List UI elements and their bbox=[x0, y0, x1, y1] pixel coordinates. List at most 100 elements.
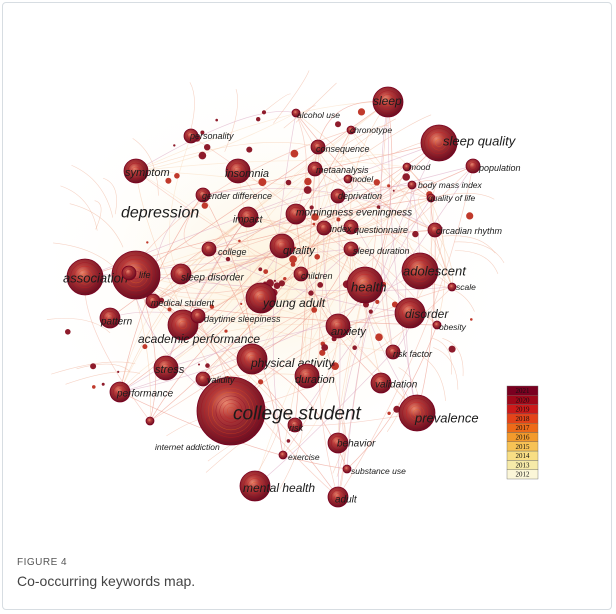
keyword-label: obesity bbox=[439, 322, 467, 332]
keyword-node-circle bbox=[183, 128, 199, 144]
minor-node bbox=[256, 117, 261, 122]
keyword-node-quality-of-life: quality of life bbox=[426, 193, 476, 203]
network-edge bbox=[337, 165, 474, 498]
keyword-node-sleep: sleep bbox=[372, 86, 404, 118]
keyword-node-ring bbox=[219, 399, 243, 423]
keyword-label: consequence bbox=[316, 144, 370, 154]
keyword-node-ring bbox=[413, 409, 421, 417]
network-edge bbox=[427, 283, 475, 312]
minor-node bbox=[240, 302, 243, 305]
keyword-node-circle bbox=[432, 320, 442, 330]
legend-year-label: 2016 bbox=[516, 434, 531, 442]
keyword-node-ring bbox=[240, 347, 264, 371]
keyword-node-ring bbox=[253, 290, 269, 306]
keyword-node-ring bbox=[353, 273, 377, 297]
minor-node bbox=[285, 179, 292, 186]
minor-node-layer bbox=[65, 108, 474, 443]
minor-node bbox=[466, 212, 474, 220]
keyword-label: depression bbox=[121, 205, 199, 222]
keyword-node-circle bbox=[153, 355, 179, 381]
minor-node bbox=[470, 318, 473, 321]
network-edge bbox=[442, 338, 464, 377]
network-edge bbox=[337, 118, 396, 160]
keyword-label: sleep bbox=[373, 94, 402, 108]
network-edge bbox=[119, 248, 352, 393]
keyword-node-circle bbox=[372, 86, 404, 118]
minor-node bbox=[312, 222, 316, 226]
minor-node bbox=[173, 144, 176, 147]
legend-year-label: 2019 bbox=[516, 406, 531, 414]
keyword-node-daytime-sleepiness: daytime sleepiness bbox=[190, 308, 281, 324]
keyword-node-personality: personality bbox=[183, 128, 234, 144]
network-edge bbox=[337, 101, 393, 327]
minor-node bbox=[357, 108, 366, 116]
keyword-node-obesity: obesity bbox=[432, 320, 467, 332]
keyword-node-circle bbox=[109, 381, 131, 403]
keyword-node-anxiety: anxiety bbox=[325, 313, 367, 339]
minor-node bbox=[204, 144, 211, 151]
keyword-node-ring bbox=[277, 241, 287, 251]
network-edge bbox=[102, 177, 117, 215]
keyword-node-ring bbox=[113, 385, 127, 399]
keyword-node-circle bbox=[201, 241, 217, 257]
network-edge bbox=[294, 412, 418, 426]
keyword-node-stress: stress bbox=[153, 355, 185, 381]
network-edge bbox=[432, 337, 452, 375]
keyword-label: young adult bbox=[262, 296, 326, 310]
network-edge bbox=[387, 101, 418, 414]
keyword-node-ring bbox=[70, 262, 100, 292]
network-edge bbox=[392, 184, 420, 353]
keyword-node-performance: performance bbox=[109, 381, 174, 403]
figure-label: FIGURE 4 bbox=[17, 557, 68, 568]
keyword-node-ring bbox=[161, 363, 171, 373]
keyword-node-ring bbox=[334, 493, 342, 501]
keyword-label: college bbox=[218, 247, 247, 257]
keyword-node-model: model bbox=[343, 174, 374, 184]
network-edge bbox=[165, 245, 283, 369]
keyword-node-ring bbox=[311, 165, 319, 173]
minor-node bbox=[117, 370, 120, 373]
keyword-label: daytime sleepiness bbox=[204, 314, 281, 324]
keyword-node-circle bbox=[401, 252, 439, 290]
keyword-node-questionnaire: questionnaire bbox=[343, 219, 408, 235]
keyword-node-ring bbox=[331, 490, 345, 504]
keyword-node-ring bbox=[297, 270, 305, 278]
legend-year-label: 2012 bbox=[516, 471, 531, 479]
keyword-label: risk bbox=[289, 423, 303, 433]
minor-node bbox=[261, 110, 267, 115]
network-edge bbox=[46, 318, 111, 334]
keyword-node-circle bbox=[394, 297, 426, 329]
minor-node bbox=[308, 290, 314, 296]
keyword-node-ring bbox=[244, 351, 260, 367]
minor-node bbox=[198, 363, 200, 366]
minor-node bbox=[201, 202, 208, 209]
keyword-node-ring bbox=[174, 267, 188, 281]
keyword-node-ring bbox=[244, 213, 252, 221]
minor-node bbox=[319, 349, 326, 356]
keyword-label: questionnaire bbox=[354, 225, 408, 235]
keyword-node-circle bbox=[316, 220, 332, 236]
keyword-node-insomnia: insomnia bbox=[225, 158, 269, 184]
keyword-node-ring bbox=[194, 312, 202, 320]
keyword-node-ring bbox=[131, 166, 141, 176]
minor-node bbox=[368, 309, 373, 314]
network-edge bbox=[386, 197, 432, 353]
node-layer: college student depression sleep quality as… bbox=[63, 86, 521, 508]
keyword-node-ring bbox=[171, 313, 195, 337]
keyword-node-ring bbox=[435, 139, 443, 147]
network-edge bbox=[295, 112, 307, 215]
network-edge bbox=[149, 227, 325, 422]
keyword-node-circle bbox=[145, 293, 161, 309]
network-edge bbox=[411, 180, 436, 199]
keyword-node-ring bbox=[376, 90, 400, 114]
keyword-label: quality bbox=[283, 245, 316, 257]
keyword-node-consequence: consequence bbox=[310, 139, 370, 155]
minor-node bbox=[311, 213, 319, 221]
keyword-label: health bbox=[351, 280, 386, 295]
minor-node bbox=[304, 177, 312, 186]
minor-node bbox=[311, 307, 318, 313]
keyword-node-academic-performance: academic performance bbox=[138, 309, 260, 346]
keyword-node-ring bbox=[127, 162, 145, 180]
keyword-node-ring bbox=[291, 421, 299, 429]
keyword-node-ring bbox=[119, 258, 153, 292]
